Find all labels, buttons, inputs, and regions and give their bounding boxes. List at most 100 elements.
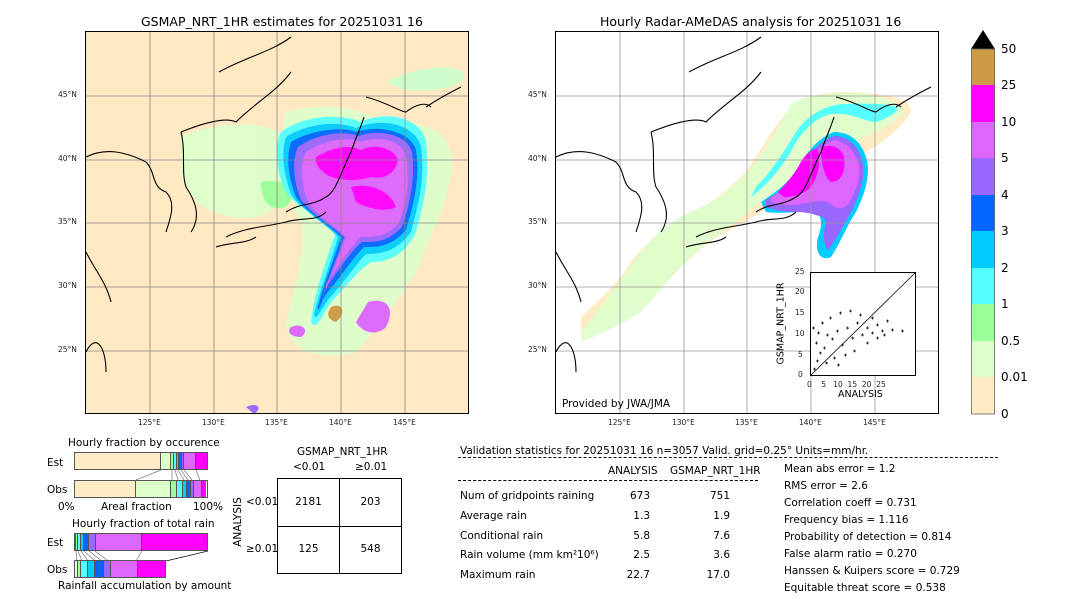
- contingency-row-label: ≥0.01: [246, 543, 279, 555]
- colorbar-label: 50: [1001, 42, 1017, 56]
- right-lon-tick: 130°E: [672, 418, 695, 427]
- occurrence-xlabel-right: 100%: [193, 501, 224, 513]
- validation-gsmap-value: 7.6: [713, 530, 730, 542]
- right-lat-tick: 35°N: [528, 217, 547, 226]
- scatter-points: [812, 309, 904, 371]
- validation-gsmap-value: 751: [709, 490, 730, 502]
- occurrence-connectors: [135, 470, 201, 480]
- contingency-header: GSMAP_NRT_1HR: [297, 446, 388, 458]
- contingency-cell: 203: [360, 496, 381, 508]
- right-map: Provided by JWA/JMA: [555, 31, 939, 414]
- colorbar-label: 1: [1001, 297, 1009, 311]
- contingency-col-label: ≥0.01: [355, 461, 388, 473]
- occurrence-row-est: Est: [47, 457, 64, 469]
- left-lat-tick: 35°N: [58, 217, 77, 226]
- validation-row-label: Conditional rain: [460, 530, 544, 542]
- validation-analysis-value: 5.8: [633, 530, 650, 542]
- scatter-plot: [810, 272, 916, 376]
- validation-gsmap-value: 1.9: [713, 510, 730, 522]
- colorbar: [971, 30, 995, 415]
- left-map: [85, 31, 469, 414]
- colorbar-label: 0.5: [1001, 334, 1021, 348]
- validation-row-label: Rain volume (mm km²10⁶): [460, 549, 599, 561]
- score-frequency-bias: Frequency bias = 1.116: [784, 514, 909, 526]
- scatter-ylabel: GSMAP_NRT_1HR: [775, 282, 787, 365]
- scatter-ytick: 25: [795, 267, 805, 276]
- left-lon-tick: 125°E: [138, 418, 161, 427]
- validation-col-analysis: ANALYSIS: [608, 465, 658, 477]
- divider: [458, 480, 758, 481]
- left-lon-tick: 135°E: [265, 418, 288, 427]
- score-pod: Probability of detection = 0.814: [784, 531, 952, 543]
- validation-row-label: Num of gridpoints raining: [460, 490, 595, 502]
- validation-gsmap-value: 17.0: [706, 569, 730, 581]
- right-lat-tick: 45°N: [528, 90, 547, 99]
- occurrence-xlabel: Areal fraction: [101, 501, 172, 513]
- coastline: [556, 36, 932, 373]
- contingency-cell: 548: [360, 543, 381, 555]
- occurrence-title: Hourly fraction by occurence: [68, 437, 220, 449]
- validation-gsmap-value: 3.6: [713, 549, 730, 561]
- validation-analysis-value: 1.3: [633, 510, 650, 522]
- total-rain-row-est: Est: [47, 537, 64, 549]
- colorbar-label: 4: [1001, 188, 1009, 202]
- right-lon-tick: 145°E: [863, 418, 886, 427]
- total-rain-xlabel: Rainfall accumulation by amount: [58, 580, 232, 592]
- scatter-inset: [810, 272, 916, 376]
- contingency-cell: 125: [298, 543, 319, 555]
- validation-analysis-value: 22.7: [626, 569, 650, 581]
- total-rain-row-obs: Obs: [47, 564, 68, 576]
- contingency-table: 2181 203 125 548: [277, 478, 402, 574]
- scatter-ytick: 0: [798, 370, 803, 379]
- contingency-row-label: <0.01: [246, 496, 279, 508]
- occurrence-xlabel-left: 0%: [58, 501, 75, 513]
- left-lat-tick: 30°N: [58, 281, 77, 290]
- validation-row-label: Average rain: [460, 510, 527, 522]
- gsmap-precip-field: [86, 32, 468, 413]
- validation-analysis-value: 673: [629, 490, 650, 502]
- score-ets: Equitable threat score = 0.538: [784, 582, 946, 594]
- right-lon-tick: 125°E: [608, 418, 631, 427]
- right-lon-tick: 135°E: [735, 418, 758, 427]
- right-lat-tick: 40°N: [528, 154, 547, 163]
- right-lon-tick: 140°E: [799, 418, 822, 427]
- radar-precip-field: [556, 32, 938, 413]
- occurrence-est-bar: [74, 452, 208, 470]
- scatter-ytick: 5: [798, 350, 803, 359]
- colorbar-label: 5: [1001, 151, 1009, 165]
- scatter-ytick: 15: [795, 308, 805, 317]
- left-lon-tick: 145°E: [393, 418, 416, 427]
- colorbar-label: 0: [1001, 407, 1009, 421]
- contingency-row-axis: ANALYSIS: [231, 497, 244, 547]
- left-lon-tick: 130°E: [202, 418, 225, 427]
- colorbar-label: 25: [1001, 78, 1017, 92]
- left-map-title: GSMAP_NRT_1HR estimates for 20251031 16: [141, 14, 423, 29]
- left-lat-tick: 25°N: [58, 345, 77, 354]
- colorbar-label: 2: [1001, 261, 1009, 275]
- contingency-cell: 2181: [295, 496, 322, 508]
- validation-header: Validation statistics for 20251031 16 n=…: [460, 445, 869, 457]
- total-rain-est-bar: [74, 533, 208, 551]
- total-rain-connectors: [75, 551, 208, 561]
- contingency-col-label: <0.01: [293, 461, 326, 473]
- right-lat-tick: 30°N: [528, 281, 547, 290]
- score-correlation: Correlation coeff = 0.731: [784, 497, 917, 509]
- score-far: False alarm ratio = 0.270: [784, 548, 917, 560]
- right-map-title: Hourly Radar-AMeDAS analysis for 2025103…: [600, 14, 902, 29]
- scatter-ytick: 10: [795, 329, 805, 338]
- colorbar-label: 0.01: [1001, 370, 1028, 384]
- right-lat-tick: 25°N: [528, 345, 547, 354]
- left-lon-tick: 140°E: [329, 418, 352, 427]
- validation-analysis-value: 2.5: [633, 549, 650, 561]
- scatter-ytick: 20: [795, 287, 805, 296]
- total-rain-obs-bar: [74, 560, 166, 578]
- score-mae: Mean abs error = 1.2: [784, 463, 896, 475]
- validation-col-gsmap: GSMAP_NRT_1HR: [670, 465, 761, 477]
- left-lat-tick: 45°N: [58, 90, 77, 99]
- colorbar-label: 10: [1001, 115, 1017, 129]
- score-hk: Hanssen & Kuipers score = 0.729: [784, 565, 960, 577]
- score-rmse: RMS error = 2.6: [784, 480, 868, 492]
- validation-row-label: Maximum rain: [460, 569, 536, 581]
- data-credit: Provided by JWA/JMA: [562, 398, 671, 410]
- total-rain-title: Hourly fraction of total rain: [72, 518, 215, 530]
